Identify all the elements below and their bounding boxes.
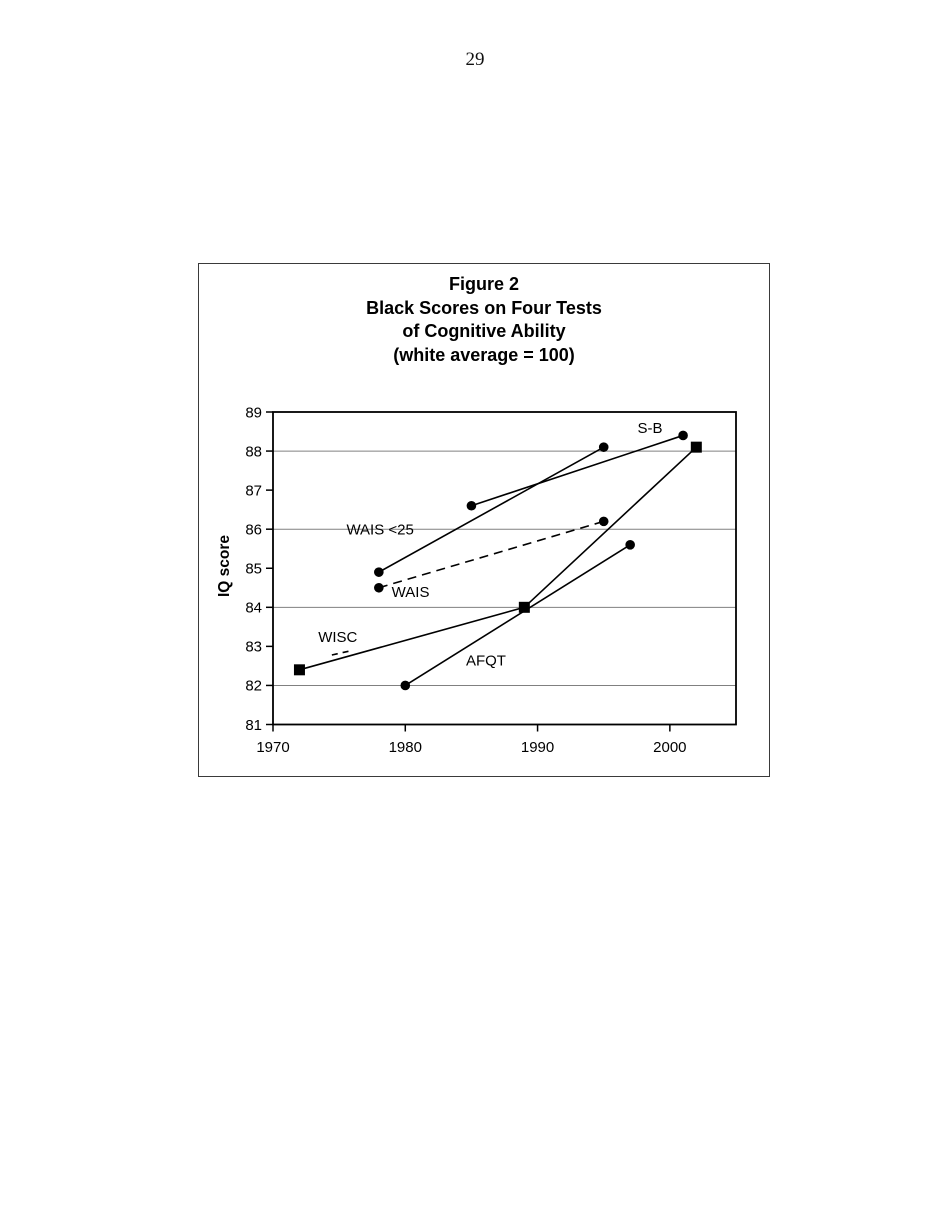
figure-box: Figure 2 Black Scores on Four Tests of C…: [198, 263, 770, 777]
x-tick-label-1990: 1990: [521, 739, 554, 756]
figure-title-line-4: (white average = 100): [393, 344, 575, 365]
marker-afqt-1997: [625, 540, 635, 550]
x-tick-label-1980: 1980: [389, 739, 422, 756]
y-tick-label-81: 81: [245, 717, 262, 734]
extra-dashed-segment-0: [331, 649, 354, 656]
y-tick-label-89: 89: [245, 404, 262, 421]
y-axis-label: IQ score: [216, 535, 233, 597]
marker-s-b-1985: [466, 500, 477, 511]
y-tick-label-87: 87: [245, 482, 262, 499]
figure-title-line-1: Figure 2: [448, 274, 519, 294]
figure-title: Figure 2 Black Scores on Four Tests of C…: [199, 273, 769, 367]
marker-wais-25-1995: [598, 516, 609, 527]
x-tick-label-1970: 1970: [256, 739, 289, 756]
y-tick-label-88: 88: [245, 443, 262, 460]
marker-afqt-1980: [400, 680, 411, 691]
marker-wais-25-1978: [374, 582, 384, 593]
marker-wisc-1972: [293, 664, 305, 676]
marker-wisc-1989: [518, 601, 530, 613]
series-line-wais-25: [378, 520, 604, 589]
series-line-wisc: [299, 446, 697, 671]
marker-wais-1978: [374, 567, 384, 577]
marker-wais-1995: [598, 442, 609, 452]
annotation-wais-25: WAIS <25: [346, 521, 413, 538]
series-line-wais: [378, 446, 605, 573]
annotation-wisc: WISC: [318, 629, 357, 646]
marker-wisc-2002: [690, 441, 702, 453]
y-tick-label-82: 82: [245, 678, 262, 695]
page-number: 29: [465, 49, 485, 70]
y-tick-label-83: 83: [245, 639, 262, 656]
marker-s-b-2001: [678, 430, 688, 441]
plot-frame: [272, 411, 737, 726]
chart: 81 82 83 84 85 86 87 88 89 1970 1980 1990 2000 IQ sco…: [216, 404, 737, 756]
x-tick-label-2000: 2000: [653, 739, 686, 756]
annotation-s-b: S-B: [638, 420, 663, 437]
y-tick-label-84: 84: [245, 600, 262, 617]
series-line-s-b: [471, 434, 684, 507]
annotation-wais: WAIS: [392, 584, 430, 601]
series-line-afqt: [404, 544, 631, 687]
y-tick-label-86: 86: [245, 521, 262, 538]
figure-title-line-3: of Cognitive Ability: [402, 321, 566, 341]
annotation-afqt: AFQT: [466, 652, 506, 669]
figure-title-line-2: Black Scores on Four Tests: [366, 297, 602, 318]
y-tick-label-85: 85: [245, 561, 262, 578]
